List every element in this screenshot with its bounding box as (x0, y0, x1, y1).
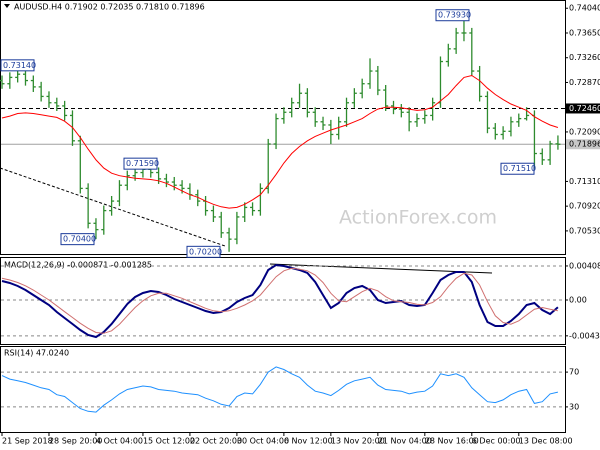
y-tick-label: 0.70920 (569, 202, 600, 211)
y-tick-label: 70 (569, 368, 579, 377)
y-tick-label: 30 (569, 402, 579, 411)
price-annotation: 0.71590 (126, 159, 159, 168)
moving-average (1, 74, 559, 209)
price-annotation: 0.70400 (63, 235, 96, 244)
x-tick-label: 6 Dec 00:00 (472, 437, 521, 446)
price-annotation-box (123, 157, 158, 170)
x-tick-label: 13 Dec 08:00 (519, 437, 573, 446)
level-label-box (566, 103, 600, 114)
rsi-panel (0, 346, 566, 433)
dropdown-icon (4, 4, 10, 8)
chart-title: AUDUSD.H4 0.71902 0.72035 0.71810 0.7189… (14, 3, 205, 12)
x-tick-label: 15 Oct 12:00 (143, 437, 195, 446)
y-tick-label: 0.73650 (569, 28, 600, 37)
rsi-title: RSI(14) 47.0240 (4, 349, 69, 358)
price-annotation: 0.71510 (503, 164, 536, 173)
x-tick-label: 4 Oct 04:00 (96, 437, 143, 446)
price-annotation-box (60, 233, 95, 246)
y-tick-label: 0.004085 (569, 261, 600, 270)
price-annotation-box (0, 59, 35, 72)
price-panel (0, 0, 566, 255)
x-tick-label: 13 Nov 20:00 (331, 437, 385, 446)
y-tick-label: 0.73260 (569, 53, 600, 62)
macd-panel (0, 257, 566, 345)
price-label-box (566, 139, 600, 150)
price-annotation: 0.70200 (189, 247, 222, 256)
x-tick-label: 21 Sep 2018 (2, 437, 53, 446)
indicator-line (1, 366, 559, 413)
price-annotation-box (186, 245, 221, 258)
x-tick-label: 28 Sep 20:00 (49, 437, 102, 446)
y-tick-label: 0.72090 (569, 127, 600, 136)
x-tick-label: 30 Oct 04:00 (237, 437, 289, 446)
x-tick-label: 21 Nov 04:00 (378, 437, 432, 446)
price-annotation-box (435, 9, 470, 22)
y-tick-label: -0.0043 (569, 331, 600, 340)
y-tick-label: 0.00 (569, 296, 587, 305)
price-annotation: 0.73140 (3, 61, 36, 70)
y-tick-label: 0.72870 (569, 78, 600, 87)
y-tick-label: 0.74040 (569, 4, 600, 13)
y-tick-label: 0.70530 (569, 226, 600, 235)
trend-line (0, 167, 226, 247)
x-tick-label: 6 Nov 12:00 (284, 437, 333, 446)
price-label: 0.71896 (569, 140, 600, 149)
price-annotation-box (500, 162, 535, 175)
macd-title: MACD(12,26,9) -0.000871 -0.001285 (4, 261, 152, 270)
level-label: 0.72460 (569, 104, 600, 113)
x-tick-label: 28 Nov 16:00 (425, 437, 479, 446)
watermark: ActionForex.com (339, 207, 497, 229)
indicator-line (1, 267, 558, 334)
price-annotation: 0.73930 (438, 11, 471, 20)
x-tick-label: 22 Oct 20:00 (190, 437, 242, 446)
y-tick-label: 0.71310 (569, 177, 600, 186)
